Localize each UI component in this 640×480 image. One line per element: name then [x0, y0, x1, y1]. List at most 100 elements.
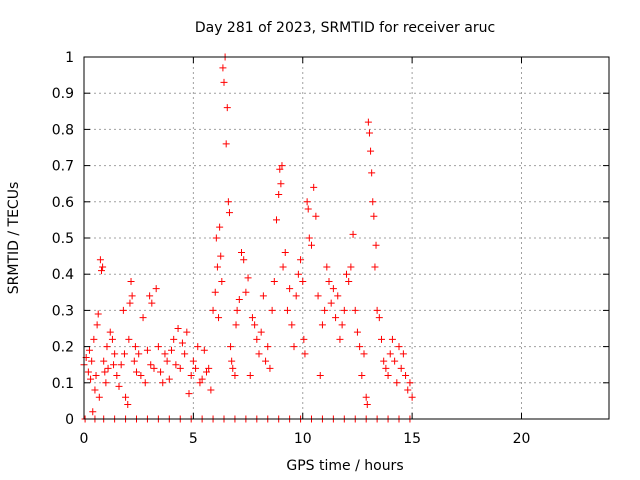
data-point	[101, 368, 109, 376]
data-point	[300, 335, 308, 343]
data-point	[397, 364, 405, 372]
data-point	[369, 198, 377, 206]
data-point	[108, 335, 116, 343]
data-point	[89, 408, 97, 416]
y-tick-label: 0	[65, 412, 74, 428]
data-point	[95, 393, 103, 401]
data-point	[218, 277, 226, 285]
data-point	[150, 364, 158, 372]
data-point	[406, 379, 414, 387]
data-point	[165, 375, 173, 383]
data-point	[304, 205, 312, 213]
data-point	[110, 361, 118, 369]
data-point	[88, 357, 96, 365]
data-point	[209, 306, 217, 314]
data-point	[251, 321, 259, 329]
data-point	[382, 364, 390, 372]
data-point	[207, 386, 215, 394]
data-point	[391, 357, 399, 365]
data-point	[119, 306, 127, 314]
data-point	[128, 292, 136, 300]
data-point	[223, 104, 231, 112]
data-point	[378, 335, 385, 343]
data-point	[172, 361, 180, 369]
data-point	[395, 343, 403, 351]
data-point	[224, 198, 232, 206]
data-point	[238, 248, 245, 256]
data-point	[157, 368, 165, 376]
data-point	[336, 335, 344, 343]
data-point	[402, 372, 410, 380]
data-point	[343, 270, 350, 278]
data-point	[370, 212, 378, 220]
data-point	[404, 386, 412, 394]
data-point	[120, 350, 128, 358]
data-point	[318, 321, 326, 329]
data-point	[200, 346, 208, 354]
data-point	[187, 372, 195, 380]
data-point	[90, 335, 98, 343]
data-point	[240, 256, 248, 264]
data-point	[363, 401, 371, 409]
data-point	[216, 223, 224, 231]
data-point	[163, 357, 171, 365]
y-tick-label: 0.4	[52, 267, 74, 283]
data-point	[372, 241, 380, 249]
data-point	[212, 234, 220, 242]
data-point	[244, 274, 252, 282]
data-point	[360, 350, 368, 358]
data-point	[384, 372, 392, 380]
data-point	[323, 263, 331, 271]
data-point	[242, 288, 250, 296]
data-point	[365, 129, 373, 137]
data-point	[345, 277, 353, 285]
data-point	[367, 147, 375, 155]
data-point	[283, 306, 291, 314]
data-point	[122, 393, 130, 401]
data-point	[233, 306, 241, 314]
data-point	[176, 364, 184, 372]
data-point	[104, 364, 112, 372]
data-point	[94, 310, 102, 318]
x-tick-label: 0	[80, 431, 89, 447]
data-point	[358, 372, 366, 380]
data-point	[388, 335, 396, 343]
data-point	[124, 401, 132, 409]
data-point	[273, 216, 280, 224]
data-point	[231, 372, 239, 380]
y-tick-label: 0.9	[52, 86, 74, 102]
x-tick-label: 15	[403, 431, 421, 447]
data-point	[278, 162, 286, 170]
data-point	[130, 357, 138, 365]
data-point	[288, 321, 296, 329]
data-point	[279, 263, 287, 271]
data-point	[215, 314, 223, 322]
data-point	[91, 386, 99, 394]
data-point	[297, 256, 305, 264]
data-point	[347, 263, 355, 271]
y-tick-label: 0.2	[52, 340, 74, 356]
data-point	[220, 78, 228, 86]
data-point	[148, 299, 156, 307]
data-point	[305, 234, 313, 242]
data-point	[127, 277, 135, 285]
data-point	[310, 183, 318, 191]
data-point	[299, 277, 307, 285]
data-point	[286, 285, 294, 293]
data-point	[139, 314, 147, 322]
data-point	[213, 263, 221, 271]
data-point	[275, 191, 283, 199]
data-point	[255, 350, 263, 358]
data-point	[181, 350, 189, 358]
data-point	[277, 180, 285, 188]
data-point	[98, 267, 105, 275]
data-point	[334, 292, 342, 300]
chart-title: Day 281 of 2023, SRMTID for receiver aru…	[195, 20, 495, 36]
x-axis-label: GPS time / hours	[286, 458, 403, 474]
y-axis-label: SRMTID / TECUs	[6, 182, 22, 295]
data-point	[364, 118, 372, 126]
data-point	[268, 306, 276, 314]
data-point	[194, 343, 202, 351]
